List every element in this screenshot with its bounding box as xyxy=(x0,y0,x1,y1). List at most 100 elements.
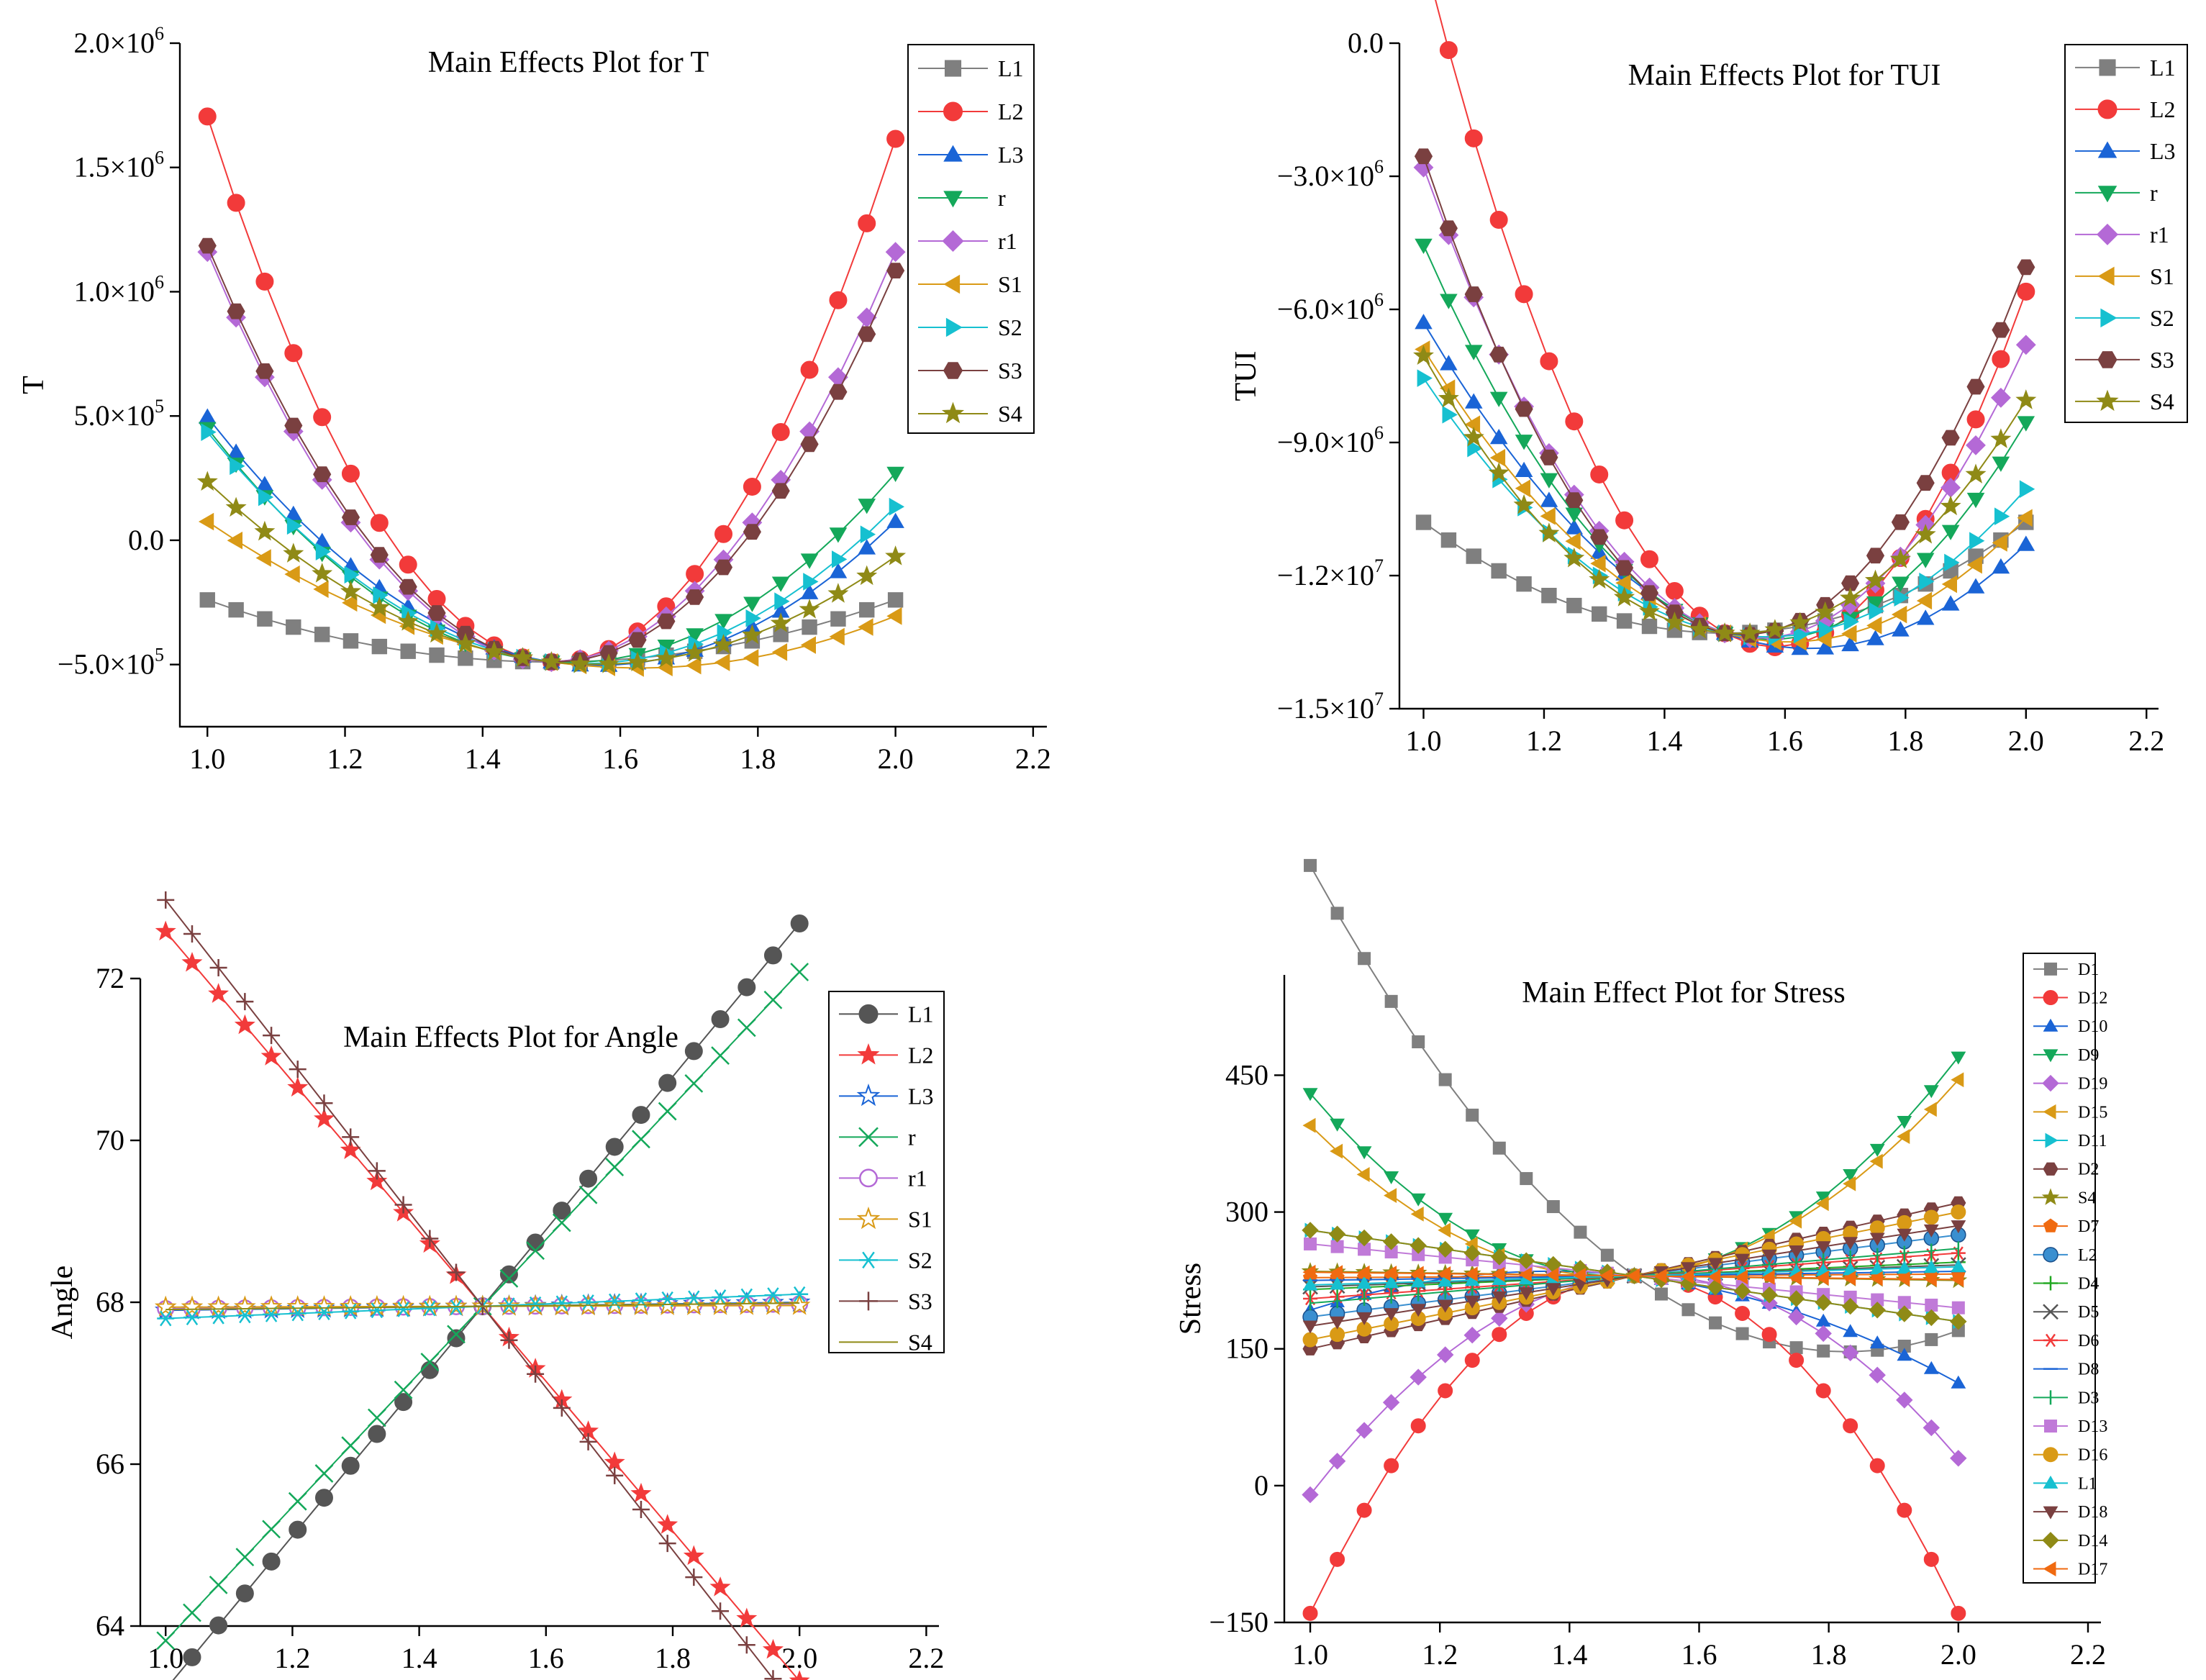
data-point xyxy=(1415,514,1432,530)
data-point xyxy=(236,1307,254,1324)
data-point xyxy=(799,599,820,619)
data-point xyxy=(1896,1391,1913,1409)
data-point xyxy=(886,512,904,528)
data-point xyxy=(1466,1108,1479,1122)
series-r xyxy=(1415,238,2035,649)
y-tick-label: 1.0×106 xyxy=(73,271,164,307)
data-point xyxy=(1894,589,1910,607)
data-point xyxy=(1941,525,1960,540)
data-point xyxy=(800,436,819,453)
data-point xyxy=(228,601,244,618)
data-point xyxy=(1761,1286,1778,1304)
chart-title: Main Effect Plot for Stress xyxy=(1522,976,1846,1009)
data-point xyxy=(1464,345,1483,360)
data-point xyxy=(288,1491,307,1511)
data-point xyxy=(683,1545,704,1566)
data-point xyxy=(394,1380,413,1399)
data-point xyxy=(1992,456,2010,472)
data-point xyxy=(1994,507,2010,525)
y-tick-base: −5.0×10 xyxy=(58,648,155,681)
data-point xyxy=(201,423,217,441)
legend-label: D14 xyxy=(2078,1532,2107,1550)
data-point xyxy=(1574,1225,1587,1239)
data-point xyxy=(344,566,360,584)
data-point xyxy=(341,464,360,483)
x-tick-label: 2.2 xyxy=(2128,725,2164,757)
data-point xyxy=(1897,1348,1912,1361)
legend-label: D6 xyxy=(2078,1332,2099,1350)
legend-label: L2 xyxy=(998,99,1024,124)
data-point xyxy=(887,592,904,608)
y-tick-base: −9.0×10 xyxy=(1277,426,1374,458)
legend-label: D3 xyxy=(2078,1389,2099,1407)
legend-box xyxy=(828,991,945,1353)
series-r1 xyxy=(197,242,906,673)
data-point xyxy=(157,1310,175,1327)
data-point xyxy=(886,263,905,278)
legend-marker xyxy=(858,1127,879,1148)
data-point xyxy=(1815,1196,1829,1212)
legend-marker xyxy=(2043,990,2059,1006)
data-point xyxy=(394,1393,413,1412)
data-point xyxy=(1384,1266,1397,1281)
data-point xyxy=(657,613,676,630)
data-point xyxy=(1489,429,1508,445)
data-point xyxy=(1438,1222,1451,1238)
data-point xyxy=(606,1466,624,1484)
data-point xyxy=(1950,1312,1967,1330)
data-point xyxy=(791,1286,809,1302)
series-line xyxy=(1309,1275,1959,1496)
data-point xyxy=(458,650,473,666)
data-point xyxy=(1869,1335,1885,1349)
data-point xyxy=(1654,1287,1668,1301)
data-point xyxy=(1384,1308,1399,1322)
data-point xyxy=(578,1185,598,1204)
data-point xyxy=(1563,547,1585,568)
data-point xyxy=(743,649,759,667)
data-point xyxy=(1992,534,2007,552)
data-point xyxy=(789,1670,810,1680)
data-point xyxy=(312,563,333,583)
y-tick-base: 2.0×10 xyxy=(73,27,155,59)
legend-marker xyxy=(2045,1132,2059,1148)
data-point xyxy=(1384,1188,1397,1203)
data-point xyxy=(1897,1502,1912,1518)
data-point xyxy=(499,1265,518,1284)
data-point xyxy=(1302,1088,1318,1102)
y-tick-base: 64 xyxy=(96,1609,124,1642)
data-point xyxy=(315,542,332,560)
data-point xyxy=(1463,1326,1481,1344)
data-point xyxy=(1951,1072,1964,1088)
data-point xyxy=(368,596,390,617)
data-point xyxy=(1438,387,1459,408)
data-point xyxy=(1919,572,1935,591)
y-tick-base: 0.0 xyxy=(128,524,164,556)
series-s4 xyxy=(165,1302,800,1311)
y-axis-label: T xyxy=(17,376,50,394)
data-point xyxy=(1489,448,1506,467)
legend-marker xyxy=(2043,1276,2058,1291)
data-point xyxy=(1589,568,1610,589)
data-point xyxy=(1739,622,1761,643)
data-point xyxy=(627,651,648,672)
data-point xyxy=(183,1648,201,1666)
data-point xyxy=(235,1548,255,1566)
legend-marker xyxy=(2041,1188,2060,1205)
data-point xyxy=(684,1042,703,1061)
y-tick-exponent: 6 xyxy=(155,271,164,292)
legend-label: r1 xyxy=(2150,222,2169,248)
data-point xyxy=(156,1631,176,1651)
legend-marker xyxy=(2043,1049,2059,1063)
data-point xyxy=(886,607,902,625)
data-point xyxy=(1950,1450,1967,1467)
series-line xyxy=(206,521,896,669)
data-point xyxy=(1841,635,1859,652)
data-point xyxy=(1330,1316,1345,1330)
data-point xyxy=(198,107,217,126)
data-point xyxy=(830,611,846,627)
data-point xyxy=(1330,1143,1343,1159)
data-point xyxy=(655,648,677,668)
x-tick-label: 2.0 xyxy=(2008,725,2044,757)
legend-marker xyxy=(2097,141,2118,158)
data-point xyxy=(1516,576,1532,592)
